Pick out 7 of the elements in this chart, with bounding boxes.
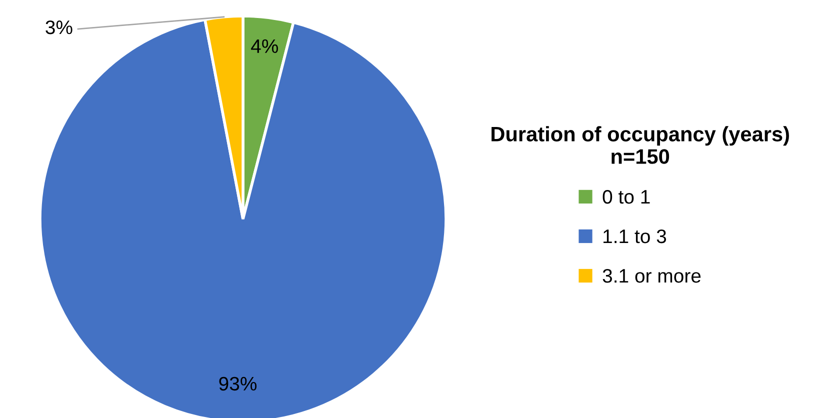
- legend-label: 1.1 to 3: [604, 229, 666, 244]
- legend-label: 0 to 1: [602, 190, 650, 204]
- data-label: 4%: [251, 39, 278, 53]
- data-label: 3%: [46, 20, 72, 34]
- data-label: 93%: [219, 376, 257, 391]
- legend-label: 3.1 or more: [602, 268, 701, 283]
- legend-title: Duration of occupancy (years) n=150: [492, 126, 789, 164]
